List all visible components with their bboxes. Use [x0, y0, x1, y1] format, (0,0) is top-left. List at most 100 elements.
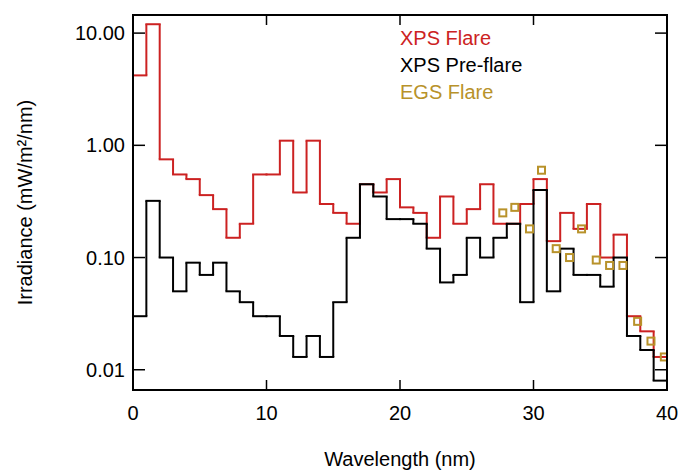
point	[634, 318, 641, 325]
step-riser	[506, 224, 508, 238]
step-segment	[440, 195, 453, 197]
x-tick-label: 40	[656, 402, 678, 424]
step-segment	[146, 23, 159, 25]
x-tick-label: 10	[255, 402, 277, 424]
step-riser	[439, 249, 441, 283]
step-segment	[320, 356, 333, 358]
step-riser	[466, 238, 468, 275]
step-riser	[225, 209, 227, 238]
step-segment	[493, 237, 506, 239]
step-segment	[534, 178, 547, 180]
step-segment	[520, 301, 533, 303]
step-segment	[493, 223, 506, 225]
step-segment	[360, 183, 373, 185]
step-segment	[307, 335, 320, 337]
step-riser	[492, 184, 494, 224]
step-riser	[559, 249, 561, 292]
step-riser	[466, 209, 468, 224]
step-riser	[199, 263, 201, 275]
point	[538, 167, 545, 174]
point	[593, 257, 600, 264]
x-tick-top	[266, 15, 268, 25]
step-riser	[519, 224, 521, 302]
x-tick-top	[399, 15, 401, 25]
step-riser	[279, 141, 281, 175]
step-segment	[534, 189, 547, 191]
x-tick	[266, 380, 268, 390]
step-segment	[213, 208, 226, 210]
y-axis-title: Irradiance (mW/m²/nm)	[14, 100, 36, 306]
step-segment	[280, 335, 293, 337]
step-riser	[559, 213, 561, 241]
step-riser	[239, 291, 241, 302]
y-tick-right	[655, 369, 667, 371]
point	[526, 225, 533, 232]
step-segment	[133, 315, 146, 317]
chart: 0102030400.010.101.0010.00Wavelength (nm…	[0, 0, 687, 474]
step-riser	[519, 204, 521, 224]
step-segment	[507, 223, 520, 225]
step-riser	[479, 184, 481, 209]
step-segment	[280, 140, 293, 142]
step-riser	[292, 336, 294, 357]
step-riser	[212, 195, 214, 209]
y-tick	[133, 32, 145, 34]
step-segment	[333, 301, 346, 303]
legend-entry: XPS Flare	[400, 27, 491, 49]
point	[511, 204, 518, 211]
step-segment	[600, 286, 613, 288]
step-riser	[185, 263, 187, 292]
step-riser	[145, 201, 147, 316]
step-segment	[547, 290, 560, 292]
step-segment	[453, 223, 466, 225]
x-tick	[533, 380, 535, 390]
x-axis-title: Wavelength (nm)	[324, 448, 476, 470]
step-segment	[467, 237, 480, 239]
step-segment	[267, 173, 280, 175]
step-segment	[173, 290, 186, 292]
y-tick-label: 10.00	[75, 22, 125, 44]
step-segment	[307, 140, 320, 142]
step-segment	[253, 315, 266, 317]
x-tick-top	[533, 15, 535, 25]
step-segment	[600, 257, 613, 259]
step-segment	[400, 218, 413, 220]
step-segment	[467, 208, 480, 210]
step-segment	[560, 212, 573, 214]
step-riser	[439, 196, 441, 237]
step-riser	[639, 336, 641, 350]
step-riser	[319, 336, 321, 357]
step-riser	[573, 213, 575, 229]
step-riser	[199, 179, 201, 195]
step-segment	[453, 274, 466, 276]
step-riser	[386, 196, 388, 219]
step-segment	[267, 315, 280, 317]
step-riser	[239, 224, 241, 238]
step-segment	[293, 356, 306, 358]
step-segment	[373, 191, 386, 193]
step-segment	[186, 262, 199, 264]
step-riser	[319, 141, 321, 204]
step-segment	[507, 223, 520, 225]
x-tick-label: 20	[389, 402, 411, 424]
step-segment	[160, 158, 173, 160]
step-riser	[546, 190, 548, 291]
step-segment	[226, 290, 239, 292]
step-segment	[240, 301, 253, 303]
step-segment	[133, 74, 146, 76]
y-tick-label: 0.01	[86, 359, 125, 381]
step-riser	[359, 184, 361, 238]
step-segment	[200, 274, 213, 276]
y-tick-label: 0.10	[86, 247, 125, 269]
step-segment	[614, 234, 627, 236]
step-segment	[360, 183, 373, 185]
step-riser	[172, 159, 174, 174]
step-riser	[306, 336, 308, 357]
step-riser	[533, 190, 535, 302]
point	[553, 245, 560, 252]
step-riser	[306, 141, 308, 193]
step-riser	[386, 179, 388, 192]
step-riser	[159, 24, 161, 159]
step-segment	[480, 183, 493, 185]
step-segment	[146, 200, 159, 202]
